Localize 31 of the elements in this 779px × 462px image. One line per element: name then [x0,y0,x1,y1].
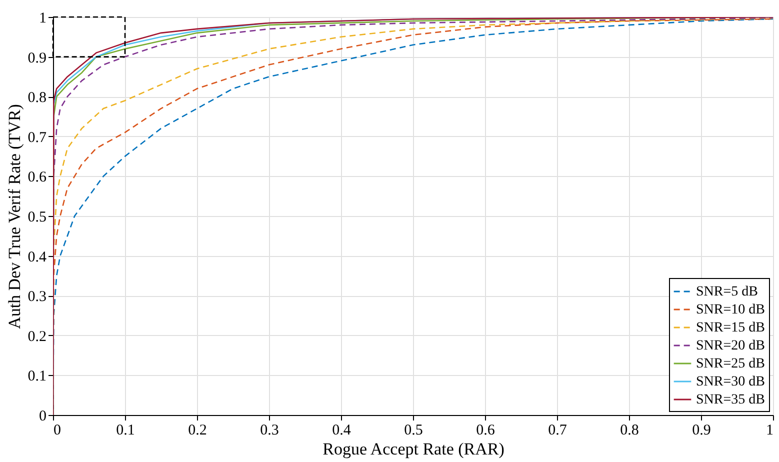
y-axis-title: Auth Dev True Verif Rate (TVR) [4,104,24,329]
x-tick-label: 0.8 [620,422,639,438]
x-tick-label: 0.4 [332,422,352,438]
y-tick-label: 0.6 [28,170,47,186]
x-tick-label: 0.3 [260,422,279,438]
legend-label: SNR=30 dB [696,374,765,390]
x-tick-label: 0.6 [476,422,496,438]
x-tick-label: 0.2 [188,422,207,438]
legend-label: SNR=20 dB [696,338,765,354]
legend-label: SNR=25 dB [696,356,765,372]
y-tick-label: 0.8 [28,90,46,106]
legend-label: SNR=15 dB [696,320,765,336]
y-tick-label: 0.5 [28,210,46,226]
legend-label: SNR=35 dB [696,392,765,408]
x-tick-label: 0.1 [116,422,135,438]
y-tick-label: 0.9 [28,50,46,66]
y-tick-label: 0 [39,408,46,424]
x-tick-label: 0 [54,422,61,438]
x-axis-title: Rogue Accept Rate (RAR) [322,440,504,458]
y-tick-label: 0.2 [28,328,46,345]
x-tick-label: 0.7 [548,422,568,438]
y-tick-label: 0.3 [28,289,46,306]
x-tick-label: 0.9 [692,422,711,438]
y-tick-label: 0.7 [28,130,47,146]
x-tick-label: 0.5 [404,422,423,438]
y-tick-label: 0.1 [28,368,46,385]
y-tick-label: 1 [39,10,46,26]
x-tick-label: 1 [766,422,774,438]
legend-label: SNR=5 dB [696,284,758,300]
y-tick-label: 0.4 [28,249,47,266]
legend-label: SNR=10 dB [696,302,765,318]
